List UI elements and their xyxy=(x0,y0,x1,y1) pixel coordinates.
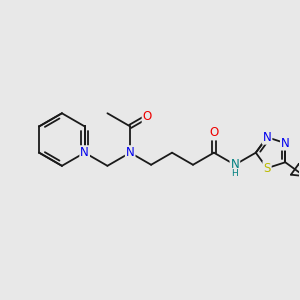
Text: N: N xyxy=(263,131,272,144)
Text: O: O xyxy=(209,127,219,140)
Text: N: N xyxy=(126,146,135,159)
Text: H: H xyxy=(232,169,238,178)
Text: N: N xyxy=(230,158,239,171)
Text: O: O xyxy=(142,110,152,123)
Text: S: S xyxy=(263,162,271,175)
Text: N: N xyxy=(80,146,89,159)
Text: N: N xyxy=(281,136,290,150)
